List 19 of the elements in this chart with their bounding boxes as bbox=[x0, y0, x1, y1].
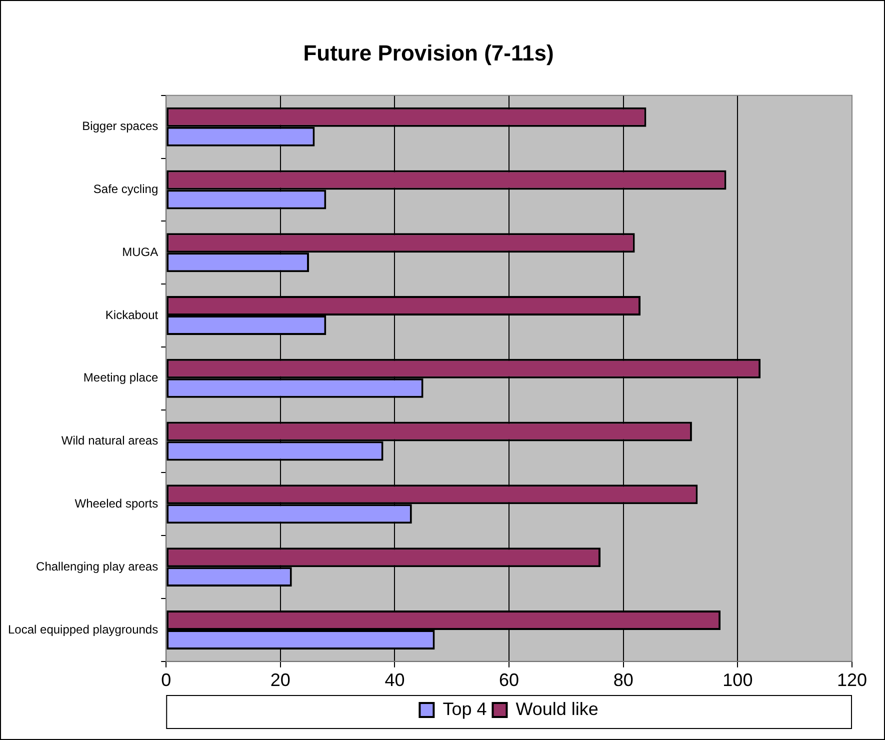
x-tick-label: 20 bbox=[270, 670, 290, 690]
legend-label: Top 4 bbox=[442, 698, 487, 719]
y-tick-label: Challenging play areas bbox=[36, 559, 158, 574]
y-tick-label: Safe cycling bbox=[93, 182, 158, 196]
chart-title: Future Provision (7-11s) bbox=[303, 40, 554, 66]
x-tick-label: 120 bbox=[836, 670, 868, 690]
legend-label: Would like bbox=[516, 698, 598, 719]
y-tick-label: Wheeled sports bbox=[74, 496, 158, 510]
y-tick-label: Bigger spaces bbox=[82, 119, 158, 134]
x-tick-label: 0 bbox=[161, 670, 172, 690]
y-tick-label: MUGA bbox=[122, 244, 158, 259]
y-tick-label: Local equipped playgrounds bbox=[8, 622, 158, 636]
x-tick-label: 60 bbox=[499, 670, 520, 690]
y-tick-label: Kickabout bbox=[105, 308, 159, 322]
x-tick-label: 80 bbox=[613, 670, 634, 690]
x-tick-label: 40 bbox=[384, 670, 405, 690]
y-tick-label: Wild natural areas bbox=[61, 434, 158, 448]
x-tick-label: 100 bbox=[722, 670, 753, 690]
y-tick-label: Meeting place bbox=[83, 370, 158, 385]
